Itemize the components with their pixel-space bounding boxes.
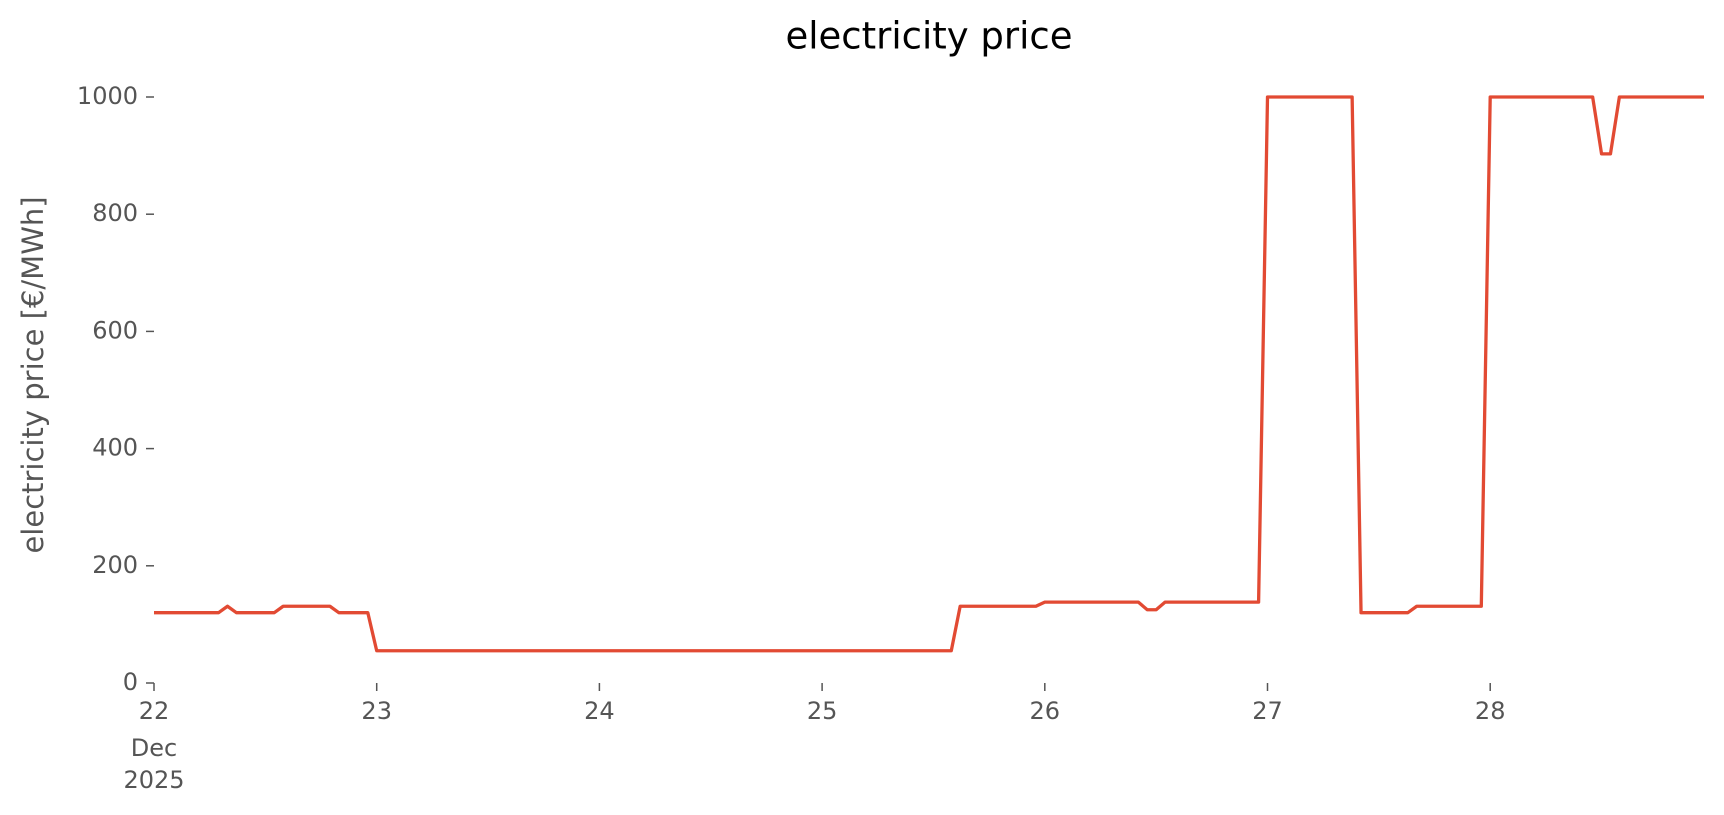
x-tick-label: 25 (807, 697, 838, 725)
price-line (154, 95, 1704, 653)
x-tick-label: 22 (139, 697, 170, 725)
y-tick-label: 200 (92, 551, 138, 579)
chart-title: electricity price (785, 15, 1072, 58)
x-tick-label: 24 (584, 697, 615, 725)
y-axis-label: electricity price [€/MWh] (16, 196, 50, 553)
x-tick-label: 23 (361, 697, 392, 725)
x-tick-label: 28 (1475, 697, 1506, 725)
x-date-label: 2025 (123, 766, 184, 794)
y-tick-label: 800 (92, 199, 138, 227)
y-tick-label: 0 (123, 668, 138, 696)
x-tick-label: 27 (1252, 697, 1283, 725)
y-tick-label: 400 (92, 434, 138, 462)
y-tick-label: 1000 (77, 82, 138, 110)
x-date-label: Dec (131, 734, 177, 762)
y-tick-label: 600 (92, 316, 138, 344)
x-tick-label: 26 (1030, 697, 1061, 725)
